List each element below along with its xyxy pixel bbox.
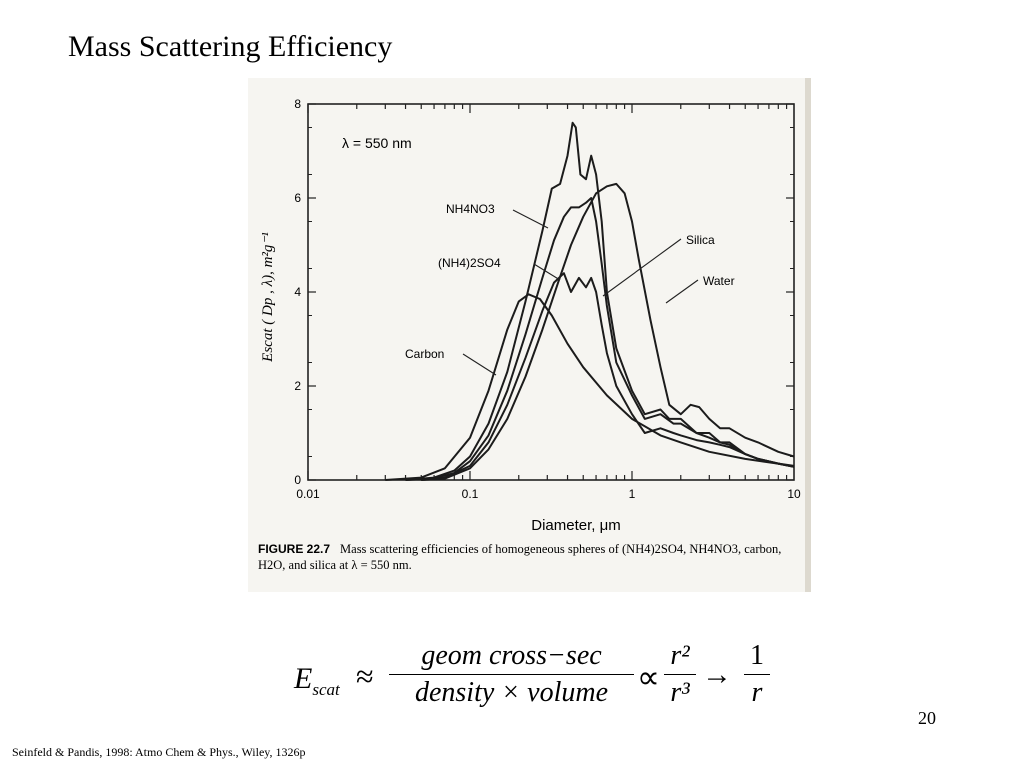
series-label: NH4NO3 — [446, 202, 495, 216]
formula-fraction-inverse-r: 1 r — [744, 640, 770, 709]
y-tick-label: 0 — [294, 473, 301, 487]
series-line — [421, 182, 795, 481]
y-tick-label: 6 — [294, 191, 301, 205]
figure-label: FIGURE 22.7 — [258, 542, 331, 556]
scanned-figure: 0.01 0.1 1 10 0 2 4 6 8 Diameter, μm Escat ( Dp , … — [248, 78, 811, 592]
formula-lhs: Escat — [294, 662, 340, 699]
label-leader-line — [533, 263, 561, 281]
series-label: Silica — [686, 233, 715, 247]
series-line — [405, 197, 795, 481]
series-label: Carbon — [405, 347, 444, 361]
figure-caption: FIGURE 22.7 Mass scattering efficiencies … — [258, 541, 798, 573]
y-tick-label: 2 — [294, 379, 301, 393]
y-tick-label: 8 — [294, 97, 301, 111]
series-line — [405, 121, 795, 481]
y-tick-label: 4 — [294, 285, 301, 299]
formula-numerator: geom cross−sec — [421, 640, 602, 671]
scattering-formula: Escat ≈ geom cross−sec density × volume … — [294, 640, 774, 720]
formula-fraction-r: r² r³ — [664, 640, 696, 709]
x-tick-label: 10 — [787, 487, 801, 501]
formula-fraction-main: geom cross−sec density × volume — [389, 640, 634, 709]
formula-proportional-sign: ∝ — [637, 659, 660, 695]
label-leader-line — [512, 209, 549, 229]
series-line — [421, 272, 795, 481]
formula-arrow: → — [702, 658, 732, 691]
chart: 0.01 0.1 1 10 0 2 4 6 8 Diameter, μm Escat ( Dp , … — [260, 97, 801, 534]
x-tick-label: 1 — [629, 487, 636, 501]
citation: Seinfeld & Pandis, 1998: Atmo Chem & Phy… — [12, 745, 306, 759]
series-line — [385, 293, 795, 481]
x-tick-label: 0.01 — [296, 487, 320, 501]
series-label: (NH4)2SO4 — [438, 256, 501, 270]
slide-title: Mass Scattering Efficiency — [68, 30, 393, 63]
label-leader-line — [665, 279, 699, 304]
series-label: Water — [703, 274, 735, 288]
formula-denominator: density × volume — [414, 677, 609, 708]
label-leader-line — [462, 353, 497, 376]
page-number: 20 — [918, 708, 936, 728]
label-leader-line — [602, 238, 682, 297]
lambda-annotation: λ = 550 nm — [342, 135, 412, 151]
x-tick-label: 0.1 — [462, 487, 479, 501]
figure-caption-text: Mass scattering efficiencies of homogene… — [258, 542, 782, 572]
formula-approx-sign: ≈ — [356, 658, 374, 694]
x-axis-label: Diameter, μm — [531, 517, 621, 534]
y-axis-label: Escat ( Dp , λ), m²g⁻¹ — [260, 232, 276, 363]
